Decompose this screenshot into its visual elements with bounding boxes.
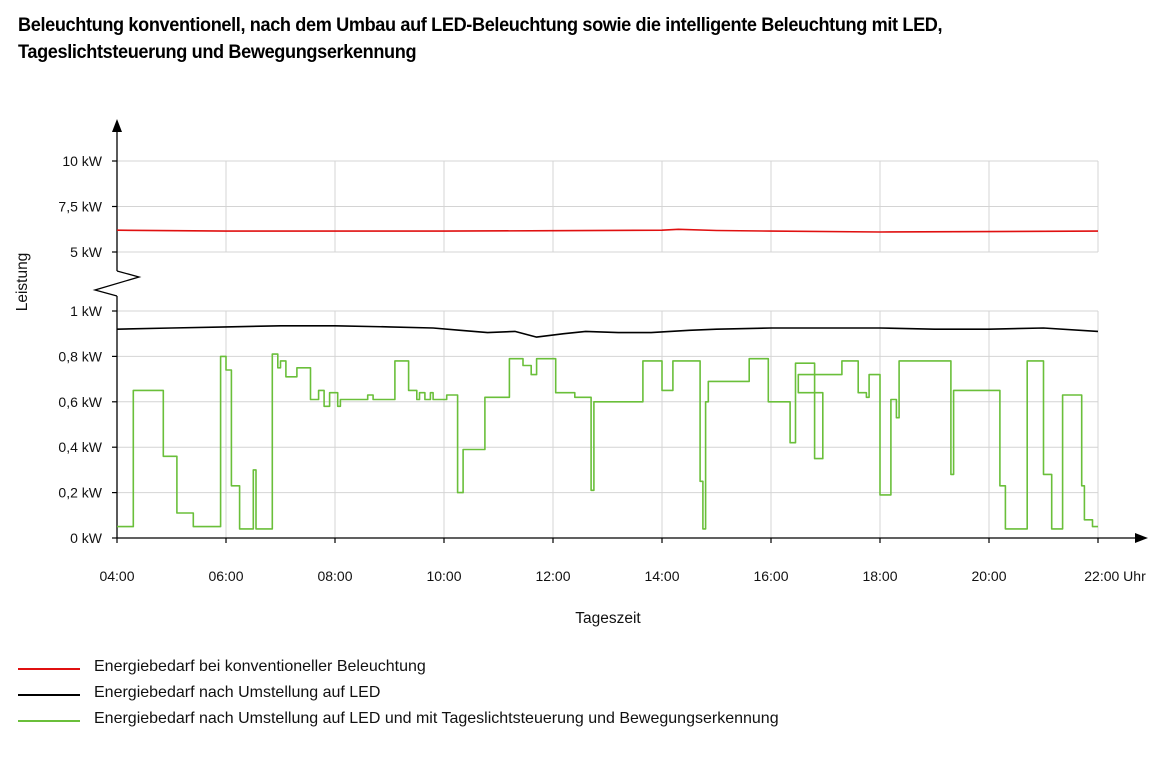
series-led-line bbox=[116, 325, 1099, 338]
tick-labels: 04:00 06:00 08:00 10:00 12:00 14:00 16:00 18:00… bbox=[58, 153, 1146, 584]
legend-label: Energiebedarf nach Umstellung auf LED un… bbox=[94, 710, 779, 727]
y-tick-label: 0,8 kW bbox=[58, 348, 102, 364]
x-tick-label: 18:00 bbox=[862, 568, 897, 584]
y-axis-arrow bbox=[112, 119, 122, 132]
series-conventional-line bbox=[116, 228, 1099, 233]
axes bbox=[92, 119, 1148, 543]
y-axis-break bbox=[92, 270, 142, 297]
y-tick-label: 7,5 kW bbox=[58, 199, 102, 215]
y-tick-label: 0,2 kW bbox=[58, 485, 102, 501]
x-tick-label: 08:00 bbox=[317, 568, 352, 584]
x-tick-label: 14:00 bbox=[644, 568, 679, 584]
grid bbox=[117, 160, 1099, 538]
x-axis-arrow bbox=[1135, 533, 1148, 543]
x-tick-label: 10:00 bbox=[426, 568, 461, 584]
line-chart: 04:00 06:00 08:00 10:00 12:00 14:00 16:00 18:00… bbox=[14, 119, 1148, 627]
y-tick-label: 10 kW bbox=[62, 153, 102, 169]
y-axis-label: Leistung bbox=[14, 253, 31, 312]
x-tick-label: 16:00 bbox=[753, 568, 788, 584]
legend-label: Energiebedarf bei konventioneller Beleuc… bbox=[94, 658, 426, 675]
legend-swatch bbox=[18, 694, 80, 696]
y-tick-label: 0,6 kW bbox=[58, 394, 102, 410]
legend-label: Energiebedarf nach Umstellung auf LED bbox=[94, 684, 381, 701]
y-tick-label: 5 kW bbox=[70, 244, 103, 260]
x-tick-label: 06:00 bbox=[208, 568, 243, 584]
x-tick-label: 22:00 Uhr bbox=[1084, 568, 1146, 584]
legend-swatch bbox=[18, 668, 80, 670]
legend-swatch bbox=[18, 720, 80, 722]
x-axis-label: Tageszeit bbox=[575, 610, 641, 627]
chart-title: Beleuchtung konventionell, nach dem Umba… bbox=[18, 12, 1060, 66]
y-tick-label: 1 kW bbox=[70, 303, 103, 319]
x-tick-label: 20:00 bbox=[971, 568, 1006, 584]
chart-title-line-1: Beleuchtung konventionell, nach dem Umba… bbox=[18, 14, 943, 36]
y-tick-label: 0,4 kW bbox=[58, 439, 102, 455]
series-group bbox=[116, 228, 1099, 530]
series-led-smart-line bbox=[117, 353, 1098, 530]
x-tick-label: 12:00 bbox=[535, 568, 570, 584]
chart-title-line-2: Tageslichtsteuerung und Bewegungserkennu… bbox=[18, 41, 417, 63]
y-tick-label: 0 kW bbox=[70, 530, 103, 546]
x-tick-label: 04:00 bbox=[99, 568, 134, 584]
